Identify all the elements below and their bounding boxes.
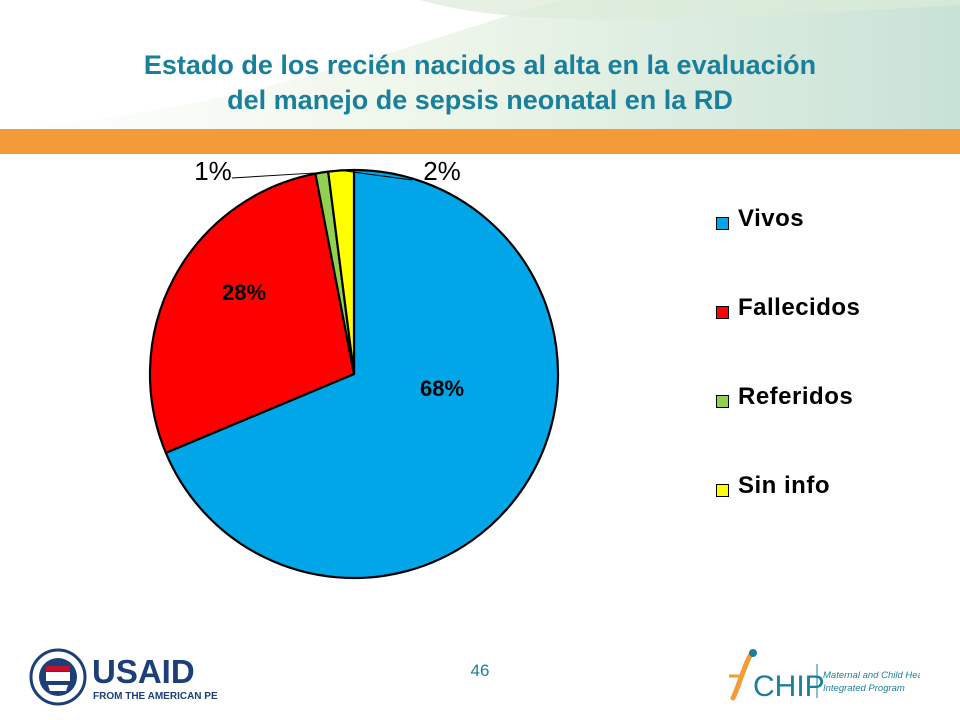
legend-swatch-vivos: [716, 217, 729, 230]
mchip-logo-line1: Maternal and Child Health: [823, 670, 920, 681]
pie-slice-vivos: [164, 168, 560, 580]
slide-title: Estado de los recién nacidos al alta en …: [60, 48, 900, 118]
page-number: 46: [470, 661, 490, 680]
legend-swatch-sin_info: [716, 484, 729, 497]
pie-label-referidos: 1%: [194, 156, 232, 186]
legend-swatch-fallecidos: [716, 306, 729, 319]
legend-swatch-referidos: [716, 395, 729, 408]
usaid-logo-subtitle: FROM THE AMERICAN PEOPLE: [93, 691, 218, 702]
usaid-logo: USAID FROM THE AMERICAN PEOPLE: [29, 648, 218, 706]
usaid-logo-text: USAID: [92, 653, 195, 690]
pie-label-vivos: 68%: [420, 376, 464, 401]
pie-slice-fallecidos: [148, 172, 356, 454]
mchip-logo: CHIP Maternal and Child Health Integrate…: [729, 649, 920, 703]
mchip-logo-text: CHIP: [753, 670, 825, 703]
header-divider-bar: [0, 129, 960, 154]
mchip-logo-line2: Integrated Program: [823, 683, 905, 694]
pie-label-sin_info: 2%: [423, 156, 461, 186]
pie-leader-sin_info: [340, 169, 413, 181]
legend-label-fallecidos: Fallecidos: [738, 294, 861, 321]
legend-label-sin_info: Sin info: [738, 472, 830, 499]
legend-label-referidos: Referidos: [738, 383, 854, 410]
pie-slice-sin_info: [327, 168, 356, 376]
pie-label-fallecidos: 28%: [222, 280, 266, 305]
legend-label-vivos: Vivos: [738, 205, 805, 232]
header-background: [0, 0, 960, 130]
slide-title-line2: del manejo de sepsis neonatal en la RD: [227, 85, 733, 115]
pie-leader-referidos: [231, 172, 322, 179]
slide-title-line1: Estado de los recién nacidos al alta en …: [143, 50, 817, 80]
